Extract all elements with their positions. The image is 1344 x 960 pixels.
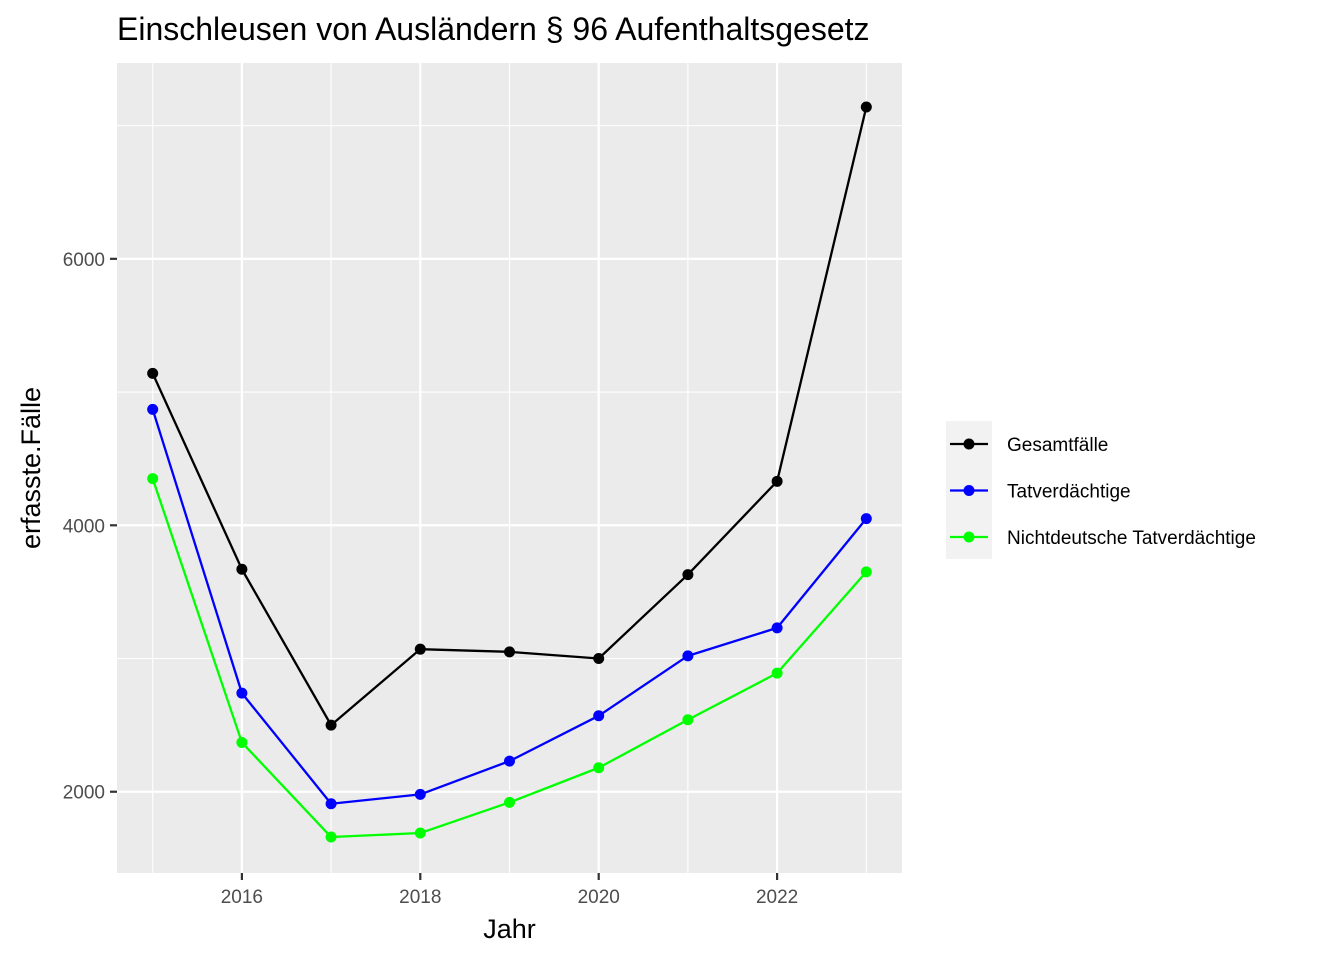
data-point xyxy=(504,646,515,658)
data-points xyxy=(147,101,872,843)
data-point xyxy=(147,403,159,415)
data-point xyxy=(325,719,337,731)
data-point xyxy=(236,687,248,699)
data-point xyxy=(771,667,783,679)
y-tick-label: 2000 xyxy=(63,783,105,804)
y-axis-title: erfasste.Fälle xyxy=(16,387,46,549)
data-point xyxy=(860,513,872,525)
data-point xyxy=(414,788,426,800)
data-point xyxy=(593,653,605,665)
y-axis: 2000 4000 6000 xyxy=(63,250,117,804)
x-axis-title: Jahr xyxy=(483,914,536,944)
data-point xyxy=(236,563,248,575)
legend-label: Tatverdächtige xyxy=(1007,482,1131,503)
x-tick-label: 2018 xyxy=(399,887,441,908)
y-tick-label: 4000 xyxy=(63,516,105,537)
x-tick-label: 2016 xyxy=(221,887,263,908)
y-tick-label: 6000 xyxy=(63,250,105,271)
data-point xyxy=(504,755,515,767)
data-point xyxy=(236,736,248,748)
legend-key-point xyxy=(963,485,975,496)
chart-title: Einschleusen von Ausländern § 96 Aufenth… xyxy=(117,11,870,47)
x-tick-label: 2020 xyxy=(578,887,620,908)
data-point xyxy=(147,367,159,379)
gridlines xyxy=(117,63,902,873)
data-point xyxy=(414,827,426,839)
legend-key-point xyxy=(963,531,975,543)
legend-label: Nichtdeutsche Tatverdächtige xyxy=(1007,528,1256,549)
legend-label: Gesamtfälle xyxy=(1007,435,1108,456)
legend-key-point xyxy=(963,438,975,450)
data-point xyxy=(147,473,159,485)
data-point xyxy=(325,798,337,810)
data-point xyxy=(325,831,337,843)
x-axis: 2016 2018 2020 2022 xyxy=(221,873,798,908)
data-point xyxy=(682,569,694,581)
data-point xyxy=(682,650,694,662)
data-point xyxy=(860,101,872,113)
data-point xyxy=(771,622,783,634)
data-point xyxy=(682,714,694,726)
x-tick-label: 2022 xyxy=(756,887,798,908)
data-point xyxy=(860,566,872,578)
legend: Gesamtfälle Tatverdächtige Nichtdeutsche T… xyxy=(946,421,1256,559)
data-point xyxy=(414,643,426,655)
data-point xyxy=(504,796,515,808)
data-point xyxy=(771,475,783,487)
data-point xyxy=(593,710,605,722)
data-point xyxy=(593,762,605,774)
